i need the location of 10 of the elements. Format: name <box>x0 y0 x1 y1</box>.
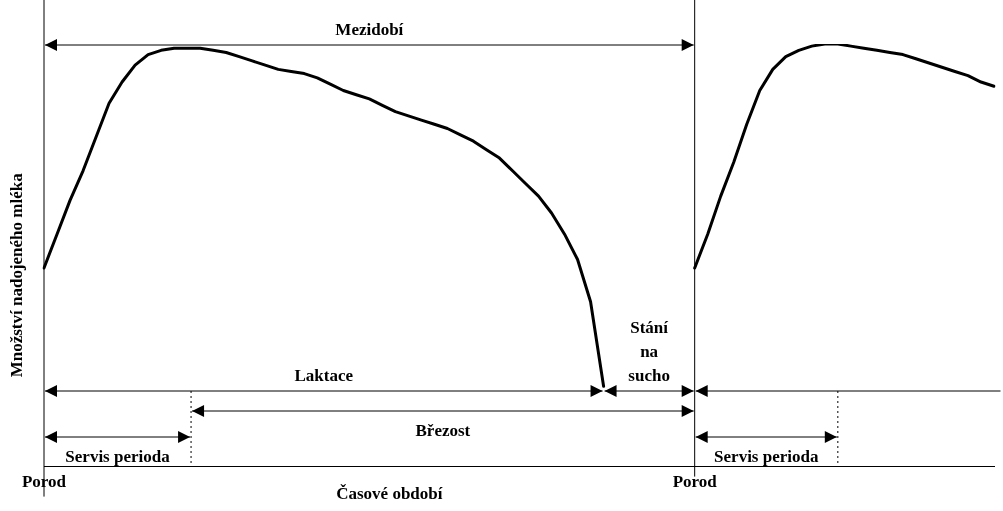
text: Mezidobí <box>335 20 404 39</box>
annotation: Laktace <box>294 366 354 385</box>
annotation: Stání na sucho <box>628 318 670 385</box>
annotation: Servis perioda <box>714 447 819 466</box>
annotation: Březost <box>415 421 471 440</box>
y-axis-title: Množství nadojeného mléka <box>7 172 26 378</box>
x-tick-label: Porod <box>672 472 718 492</box>
x-tick-label: Porod <box>21 472 67 492</box>
x-axis-title: Časové období <box>336 484 443 503</box>
annotation: Servis perioda <box>65 447 171 466</box>
